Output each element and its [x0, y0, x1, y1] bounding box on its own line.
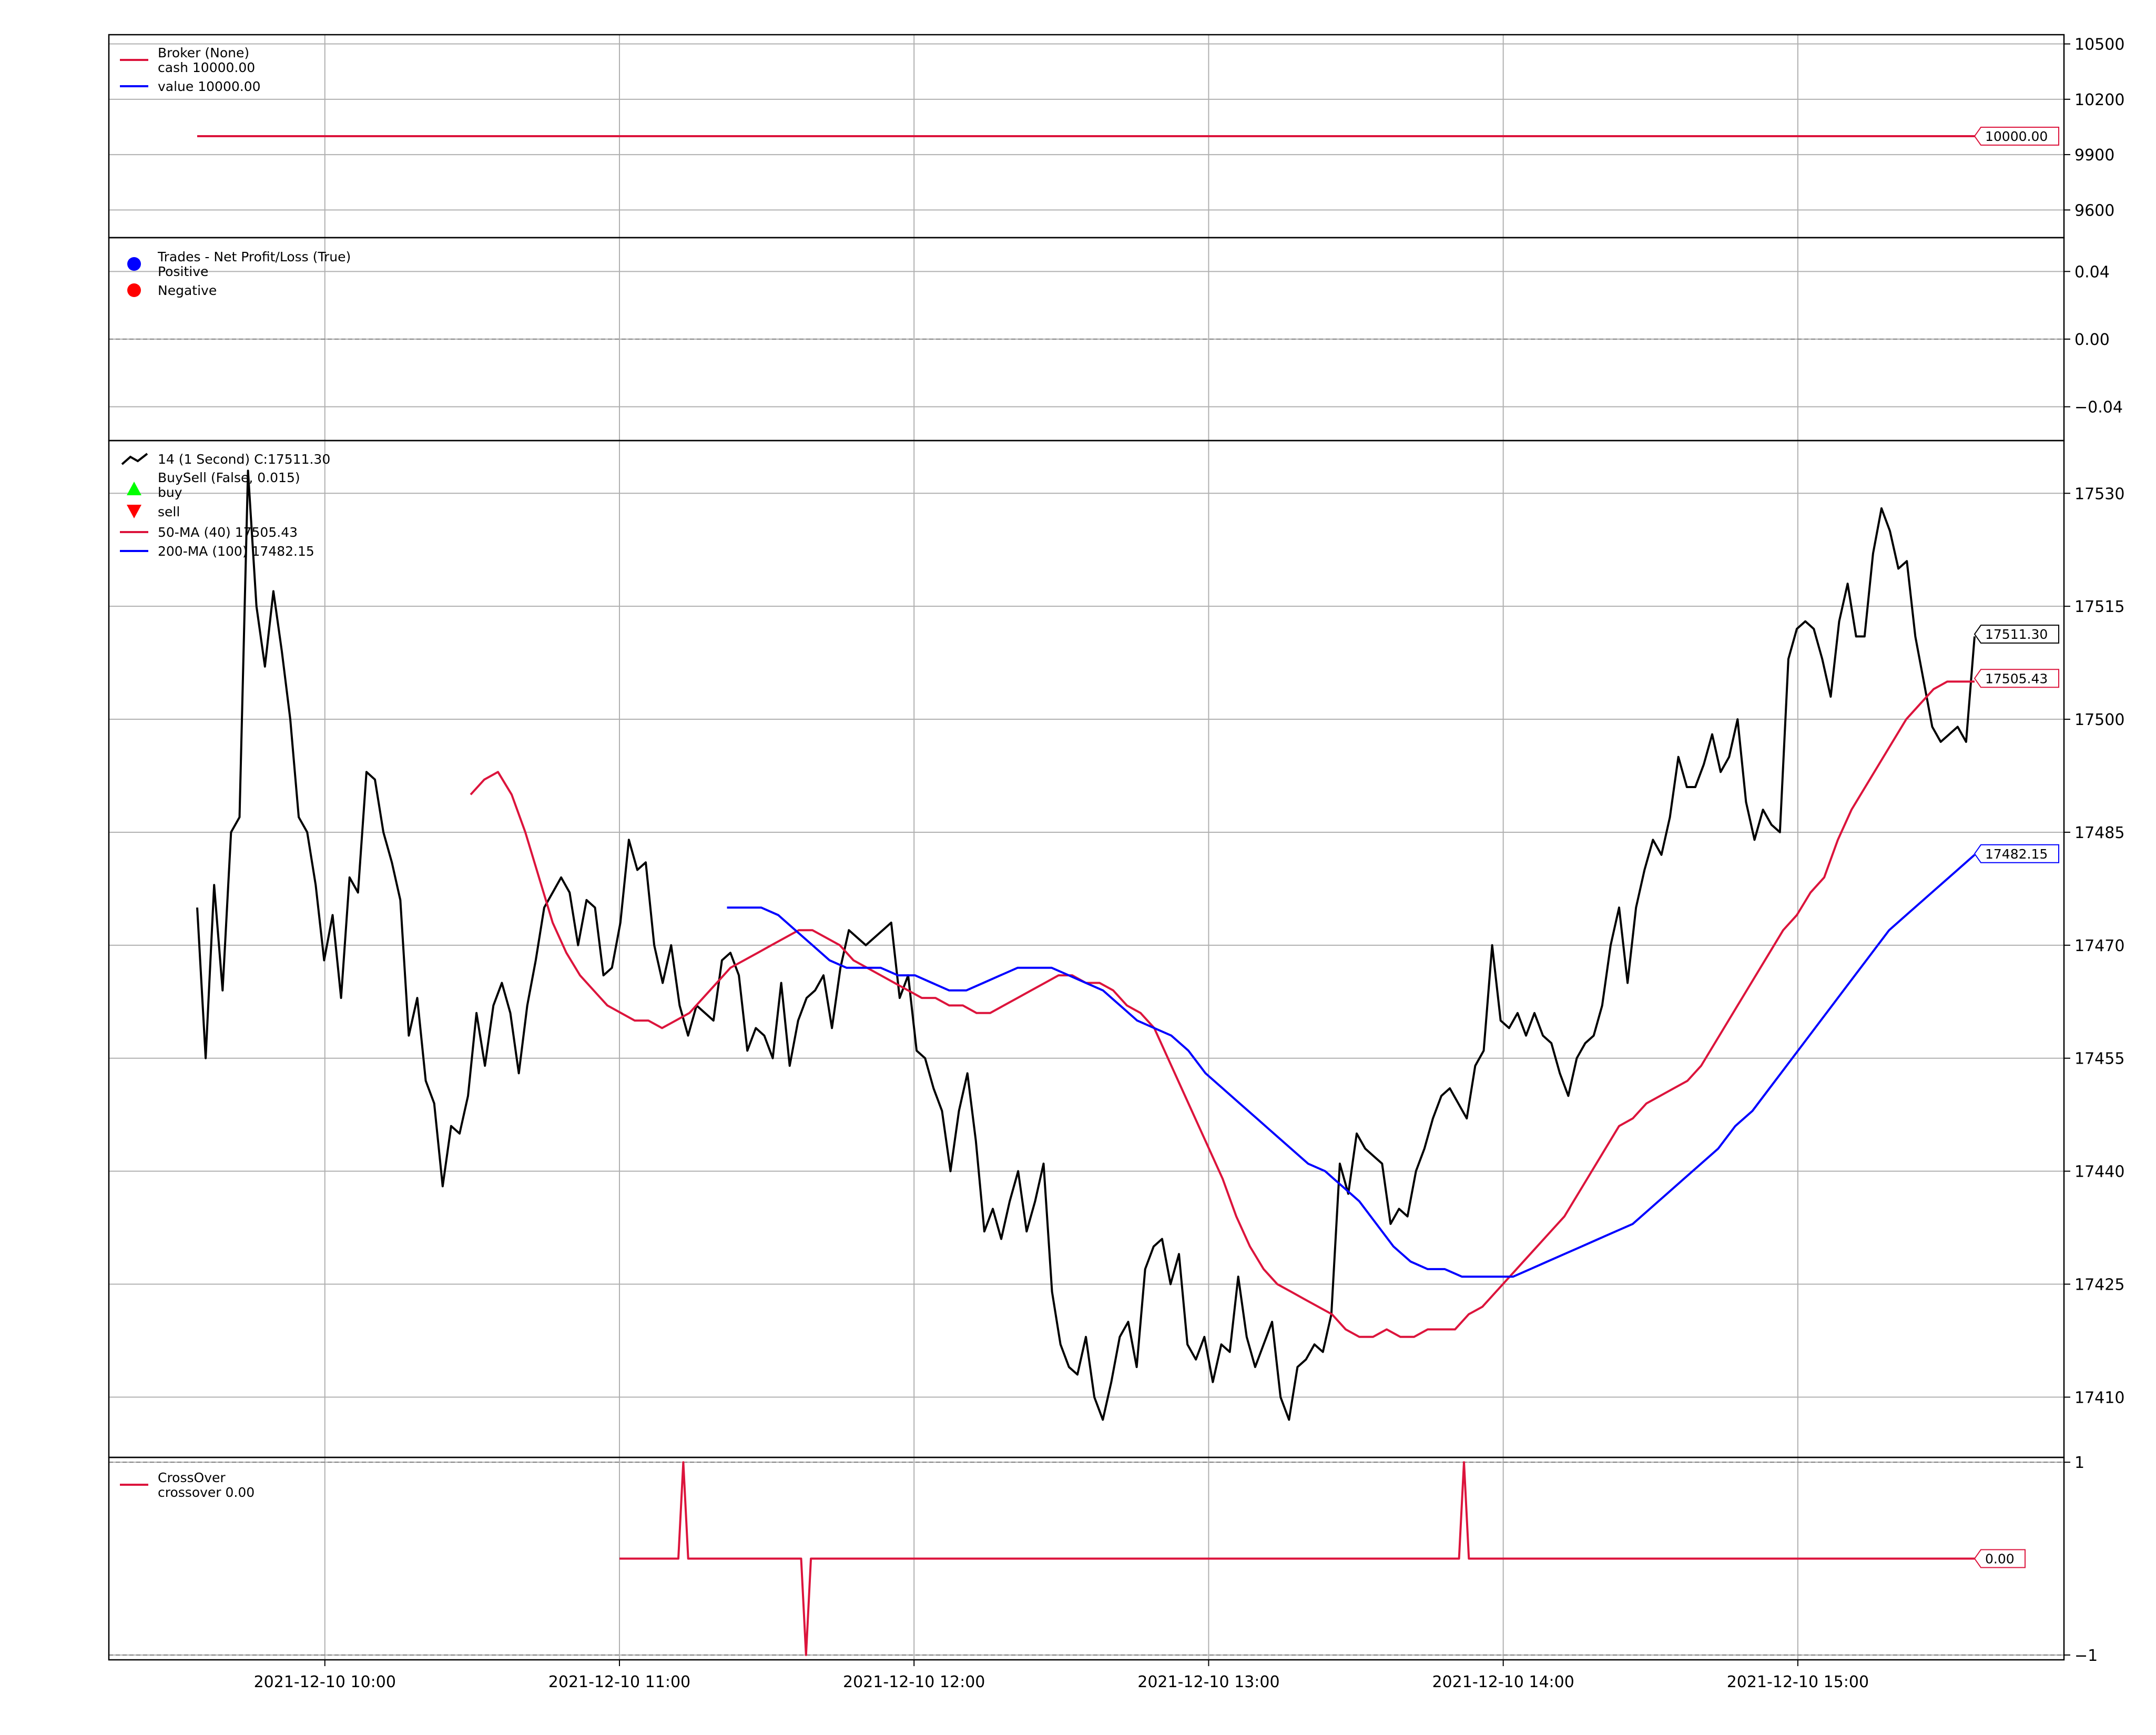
y-tick-label: 17440	[2074, 1163, 2124, 1181]
price-legend-buy-label: buy	[158, 485, 182, 500]
price-legend-sell: sell	[127, 504, 180, 519]
crossover-last-value-tags: 0.00	[1974, 1549, 2026, 1568]
price-legend: 14 (1 Second) C:17511.30 BuySell (False,…	[120, 452, 330, 559]
crossover-lines	[619, 1461, 1975, 1656]
broker-legend-value: value 10000.00	[120, 79, 261, 94]
broker-grid	[109, 35, 2064, 238]
last-value-tag-box	[1974, 669, 2059, 688]
trades-legend-negative-label: Negative	[158, 283, 217, 298]
price-legend-ma50-label: 50-MA (40) 17505.43	[158, 525, 298, 540]
x-tick-label: 2021-12-10 12:00	[843, 1673, 985, 1691]
y-tick-label: 17410	[2074, 1389, 2124, 1407]
triangle-up-icon	[127, 482, 141, 495]
last-value-tag-label: 17482.15	[1985, 846, 2048, 862]
last-value-tag-label: 0.00	[1985, 1552, 2015, 1567]
series-line-crossover	[619, 1461, 1975, 1656]
broker-legend-cash-label: cash 10000.00	[158, 60, 255, 75]
legend-circle-icon	[127, 283, 141, 297]
y-tick-label: 17515	[2074, 598, 2124, 616]
x-tick-label: 2021-12-10 13:00	[1137, 1673, 1279, 1691]
price-legend-sell-label: sell	[158, 504, 180, 519]
price-legend-buysell-label: BuySell (False, 0.015)	[158, 470, 300, 485]
last-value-tag-box	[1974, 844, 2059, 863]
trades-legend-positive: Positive	[127, 257, 208, 279]
series-line-200-ma-100	[727, 854, 1976, 1278]
broker-y-axis: 10500 10200 9900 9600	[2064, 36, 2124, 220]
shared-time-axis: 2021-12-10 10:00 2021-12-10 11:00 2021-12-…	[254, 1660, 1869, 1691]
crossover-frame	[108, 1456, 2065, 1661]
crossover-panel: 1 −1 0.00 CrossOver crossover 0.00	[108, 1454, 2098, 1665]
x-tick-label: 2021-12-10 15:00	[1727, 1673, 1869, 1691]
last-value-tag-label: 17505.43	[1985, 671, 2048, 686]
price-legend-buysell: BuySell (False, 0.015)	[158, 470, 300, 485]
trades-grid	[109, 238, 2064, 441]
y-tick-label: 9900	[2074, 146, 2114, 165]
y-tick-label: 17530	[2074, 485, 2124, 503]
broker-legend-title: Broker (None)	[158, 45, 249, 60]
triangle-down-icon	[127, 505, 141, 518]
legend-circle-icon	[127, 257, 141, 271]
broker-panel: 10500 10200 9900 9600 10000.00 Broker (None…	[108, 34, 2124, 239]
series-line-14-1-second	[196, 470, 1976, 1421]
price-lines	[196, 470, 1976, 1421]
trades-legend: Trades - Net Profit/Loss (True) Positive…	[127, 249, 351, 298]
last-value-tag-label: 10000.00	[1985, 129, 2048, 144]
y-tick-label: 17485	[2074, 824, 2124, 842]
crossover-y-axis: 1 −1	[2064, 1454, 2098, 1665]
y-tick-label: 10200	[2074, 91, 2124, 109]
y-tick-label: 1	[2074, 1454, 2084, 1472]
price-legend-close: 14 (1 Second) C:17511.30	[121, 452, 330, 467]
price-legend-buy: buy	[127, 482, 182, 500]
y-tick-label: −0.04	[2074, 399, 2123, 417]
crossover-legend-crossover: crossover 0.00	[120, 1484, 255, 1500]
trades-legend-title: Trades - Net Profit/Loss (True)	[157, 249, 351, 264]
x-tick-label: 2021-12-10 11:00	[548, 1673, 690, 1691]
last-value-tag-box	[1974, 1549, 2026, 1568]
price-legend-ma200: 200-MA (100) 17482.15	[120, 544, 314, 559]
price-grid	[109, 441, 2064, 1457]
y-tick-label: 0.04	[2074, 263, 2110, 281]
price-legend-close-label: 14 (1 Second) C:17511.30	[158, 452, 330, 467]
crossover-legend-crossover-label: crossover 0.00	[158, 1485, 255, 1500]
legend-data-line-icon	[121, 453, 148, 465]
broker-legend: Broker (None) cash 10000.00 value 10000.…	[120, 45, 261, 94]
crossover-legend-title: CrossOver	[158, 1470, 226, 1485]
x-tick-label: 2021-12-10 14:00	[1432, 1673, 1574, 1691]
last-value-tag-box	[1974, 625, 2059, 644]
broker-legend-cash: cash 10000.00	[120, 59, 255, 75]
price-y-axis: 17530 17515 17500 17485 17470 17455 17440 17425…	[2064, 485, 2124, 1407]
y-tick-label: 17470	[2074, 937, 2124, 955]
trades-legend-negative: Negative	[127, 283, 217, 298]
y-tick-label: −1	[2074, 1647, 2098, 1665]
last-value-tag-label: 17511.30	[1985, 627, 2048, 642]
series-line-50-ma-40	[470, 680, 1975, 1338]
crossover-legend: CrossOver crossover 0.00	[120, 1470, 255, 1500]
last-value-tag-box	[1974, 127, 2059, 146]
y-tick-label: 9600	[2074, 201, 2114, 220]
broker-legend-value-label: value 10000.00	[158, 79, 261, 94]
y-tick-label: 17455	[2074, 1050, 2124, 1068]
x-tick-label: 2021-12-10 10:00	[254, 1673, 396, 1691]
y-tick-label: 10500	[2074, 36, 2124, 54]
price-last-value-tags: 17511.30 17505.43 17482.15	[1974, 625, 2059, 863]
y-tick-label: 0.00	[2074, 331, 2110, 349]
price-legend-ma50: 50-MA (40) 17505.43	[120, 525, 298, 540]
price-panel: 17530 17515 17500 17485 17470 17455 17440 17425…	[108, 440, 2124, 1458]
trades-y-axis: 0.04 0.00 −0.04	[2064, 263, 2123, 417]
y-tick-label: 17425	[2074, 1276, 2124, 1294]
y-tick-label: 17500	[2074, 711, 2124, 729]
price-legend-ma200-label: 200-MA (100) 17482.15	[158, 544, 314, 559]
broker-last-value-tags: 10000.00	[1974, 127, 2059, 146]
trades-legend-positive-label: Positive	[158, 264, 208, 279]
